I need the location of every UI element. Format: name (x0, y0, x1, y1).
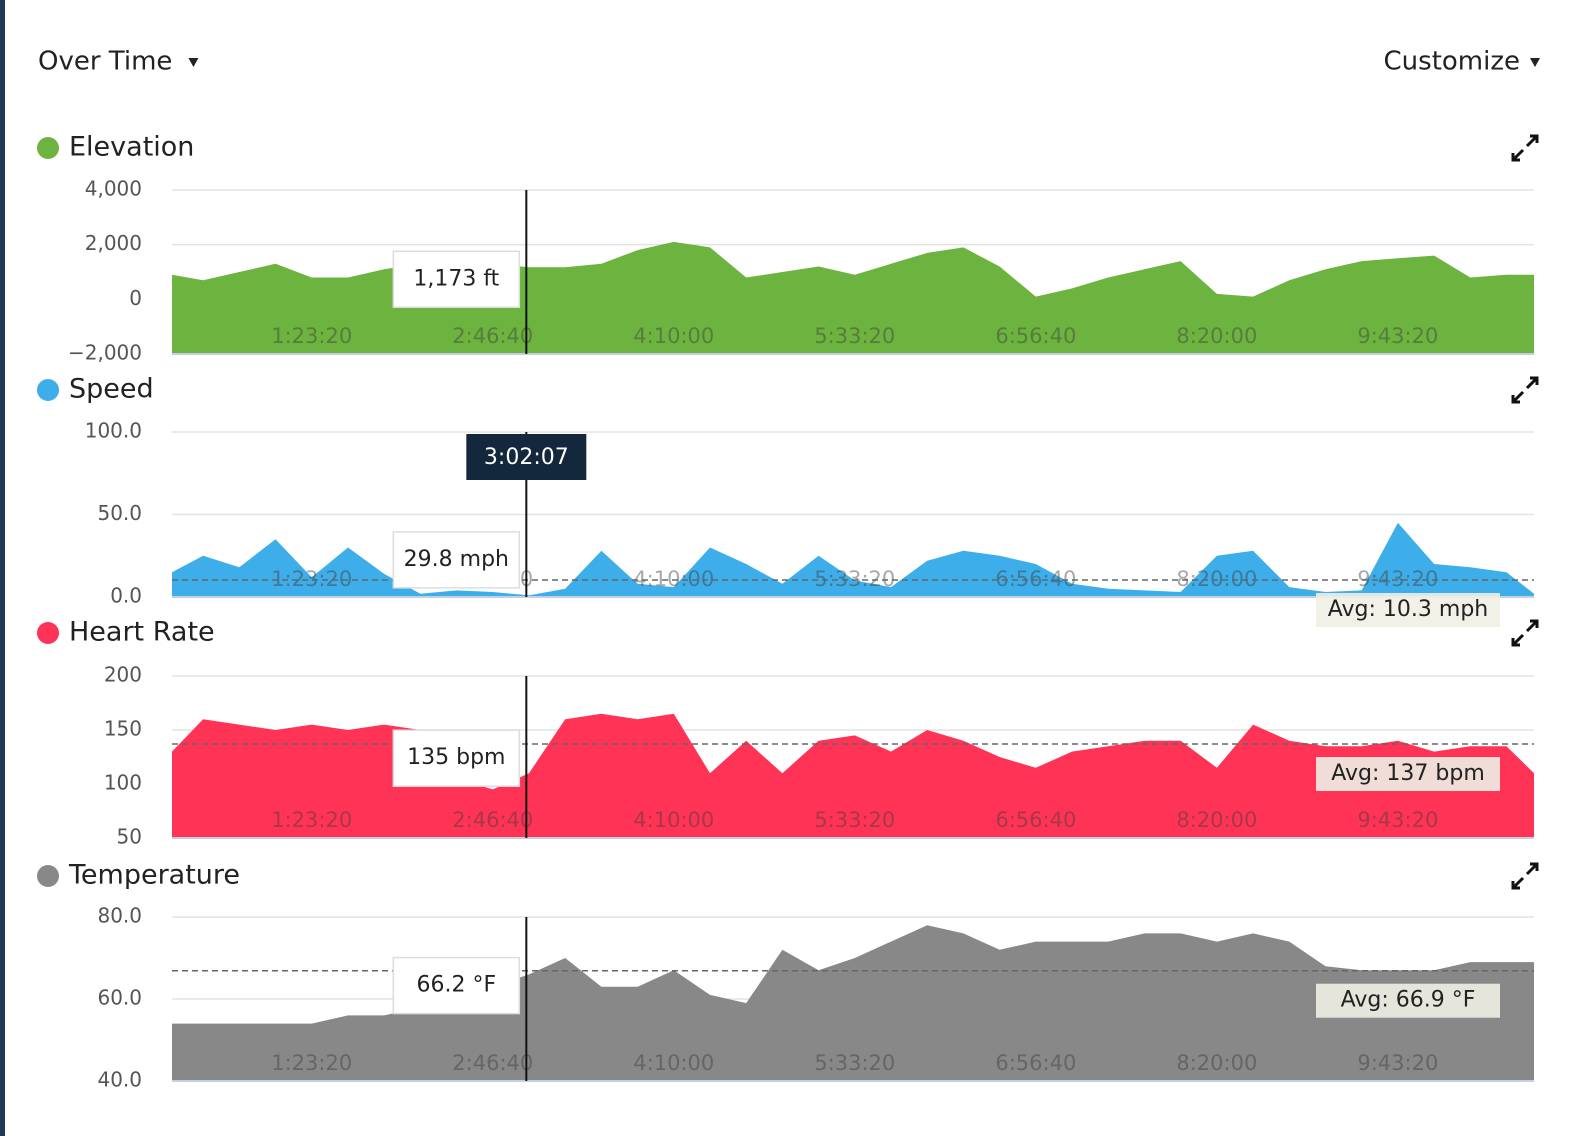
x-tick-label: 1:23:20 (271, 567, 352, 591)
dropdown-arrow (1530, 58, 1540, 67)
y-tick-label: 4,000 (85, 177, 142, 201)
average-label: Avg: 137 bpm (1331, 761, 1485, 786)
readout-label: 29.8 mph (404, 547, 509, 572)
x-tick-label: 5:33:20 (814, 808, 895, 832)
x-tick-label: 6:56:40 (995, 1051, 1076, 1075)
side-border (0, 0, 5, 1136)
x-tick-label: 2:46:40 (452, 324, 533, 348)
chart-title: Temperature (68, 860, 240, 891)
x-tick-label: 9:43:20 (1357, 808, 1438, 832)
x-tick-label: 8:20:00 (1176, 1051, 1257, 1075)
readout-label: 135 bpm (407, 745, 505, 770)
area (172, 713, 1534, 838)
chart-title: Elevation (69, 132, 194, 163)
x-tick-label: 1:23:20 (271, 324, 352, 348)
expand-icon[interactable] (1511, 619, 1539, 647)
average-box (1316, 757, 1500, 792)
readout-box (392, 250, 521, 309)
x-tick-label: 6:56:40 (995, 324, 1076, 348)
x-tick-label: 8:20:00 (1176, 567, 1257, 591)
y-tick-label: 100.0 (85, 419, 142, 443)
expand-icon[interactable] (1511, 862, 1539, 890)
x-tick-label: 6:56:40 (995, 808, 1076, 832)
average-box (1316, 593, 1500, 628)
x-tick-label: 1:23:20 (271, 808, 352, 832)
y-tick-label: 0.0 (110, 584, 142, 608)
y-tick-label: 150 (104, 717, 142, 741)
average-box (1316, 983, 1500, 1018)
area (172, 925, 1534, 1081)
view-selector[interactable]: Over Time (38, 47, 172, 77)
y-tick-label: 2,000 (85, 231, 142, 255)
y-tick-label: −2,000 (68, 341, 142, 365)
dropdown-arrow (188, 58, 199, 67)
expand-icon[interactable] (1511, 134, 1539, 162)
chart-title: Heart Rate (69, 617, 215, 648)
legend-dot (37, 865, 59, 887)
cursor-time-box (466, 434, 587, 480)
x-tick-label: 1:23:20 (271, 1051, 352, 1075)
x-tick-label: 5:33:20 (814, 567, 895, 591)
x-tick-label: 5:33:20 (814, 1051, 895, 1075)
y-tick-label: 200 (104, 663, 142, 687)
average-label: Avg: 10.3 mph (1328, 597, 1488, 622)
legend-dot (37, 622, 59, 644)
legend-dot (37, 137, 59, 159)
y-tick-label: 50 (117, 825, 142, 849)
x-tick-label: 8:20:00 (1176, 808, 1257, 832)
x-tick-label: 2:46:40 (452, 1051, 533, 1075)
average-label: Avg: 66.9 °F (1341, 988, 1476, 1013)
readout-label: 66.2 °F (417, 973, 497, 998)
x-tick-label: 4:10:00 (633, 1051, 714, 1075)
x-tick-label: 9:43:20 (1357, 567, 1438, 591)
readout-box (392, 956, 521, 1015)
area (172, 522, 1534, 597)
y-tick-label: 80.0 (97, 904, 142, 928)
x-tick-label: 2:46:40 (452, 808, 533, 832)
y-tick-label: 100 (104, 771, 142, 795)
y-tick-label: 0 (129, 286, 142, 310)
expand-icon[interactable] (1511, 376, 1539, 404)
y-tick-label: 40.0 (97, 1068, 142, 1092)
x-tick-label: 4:10:00 (633, 567, 714, 591)
x-tick-label: 4:10:00 (633, 808, 714, 832)
x-tick-label: 6:56:40 (995, 567, 1076, 591)
readout-box (392, 531, 521, 589)
chart-title: Speed (69, 374, 154, 405)
y-tick-label: 60.0 (97, 986, 142, 1010)
x-tick-label: 9:43:20 (1357, 324, 1438, 348)
legend-dot (37, 379, 59, 401)
y-tick-label: 50.0 (97, 501, 142, 525)
x-tick-label: 4:10:00 (633, 324, 714, 348)
x-tick-label: 9:43:20 (1357, 1051, 1438, 1075)
x-tick-label: 8:20:00 (1176, 324, 1257, 348)
customize-menu[interactable]: Customize (1384, 47, 1520, 77)
x-tick-label: 5:33:20 (814, 324, 895, 348)
readout-box (392, 729, 521, 787)
cursor-time: 3:02:07 (484, 445, 569, 470)
readout-label: 1,173 ft (413, 266, 499, 291)
